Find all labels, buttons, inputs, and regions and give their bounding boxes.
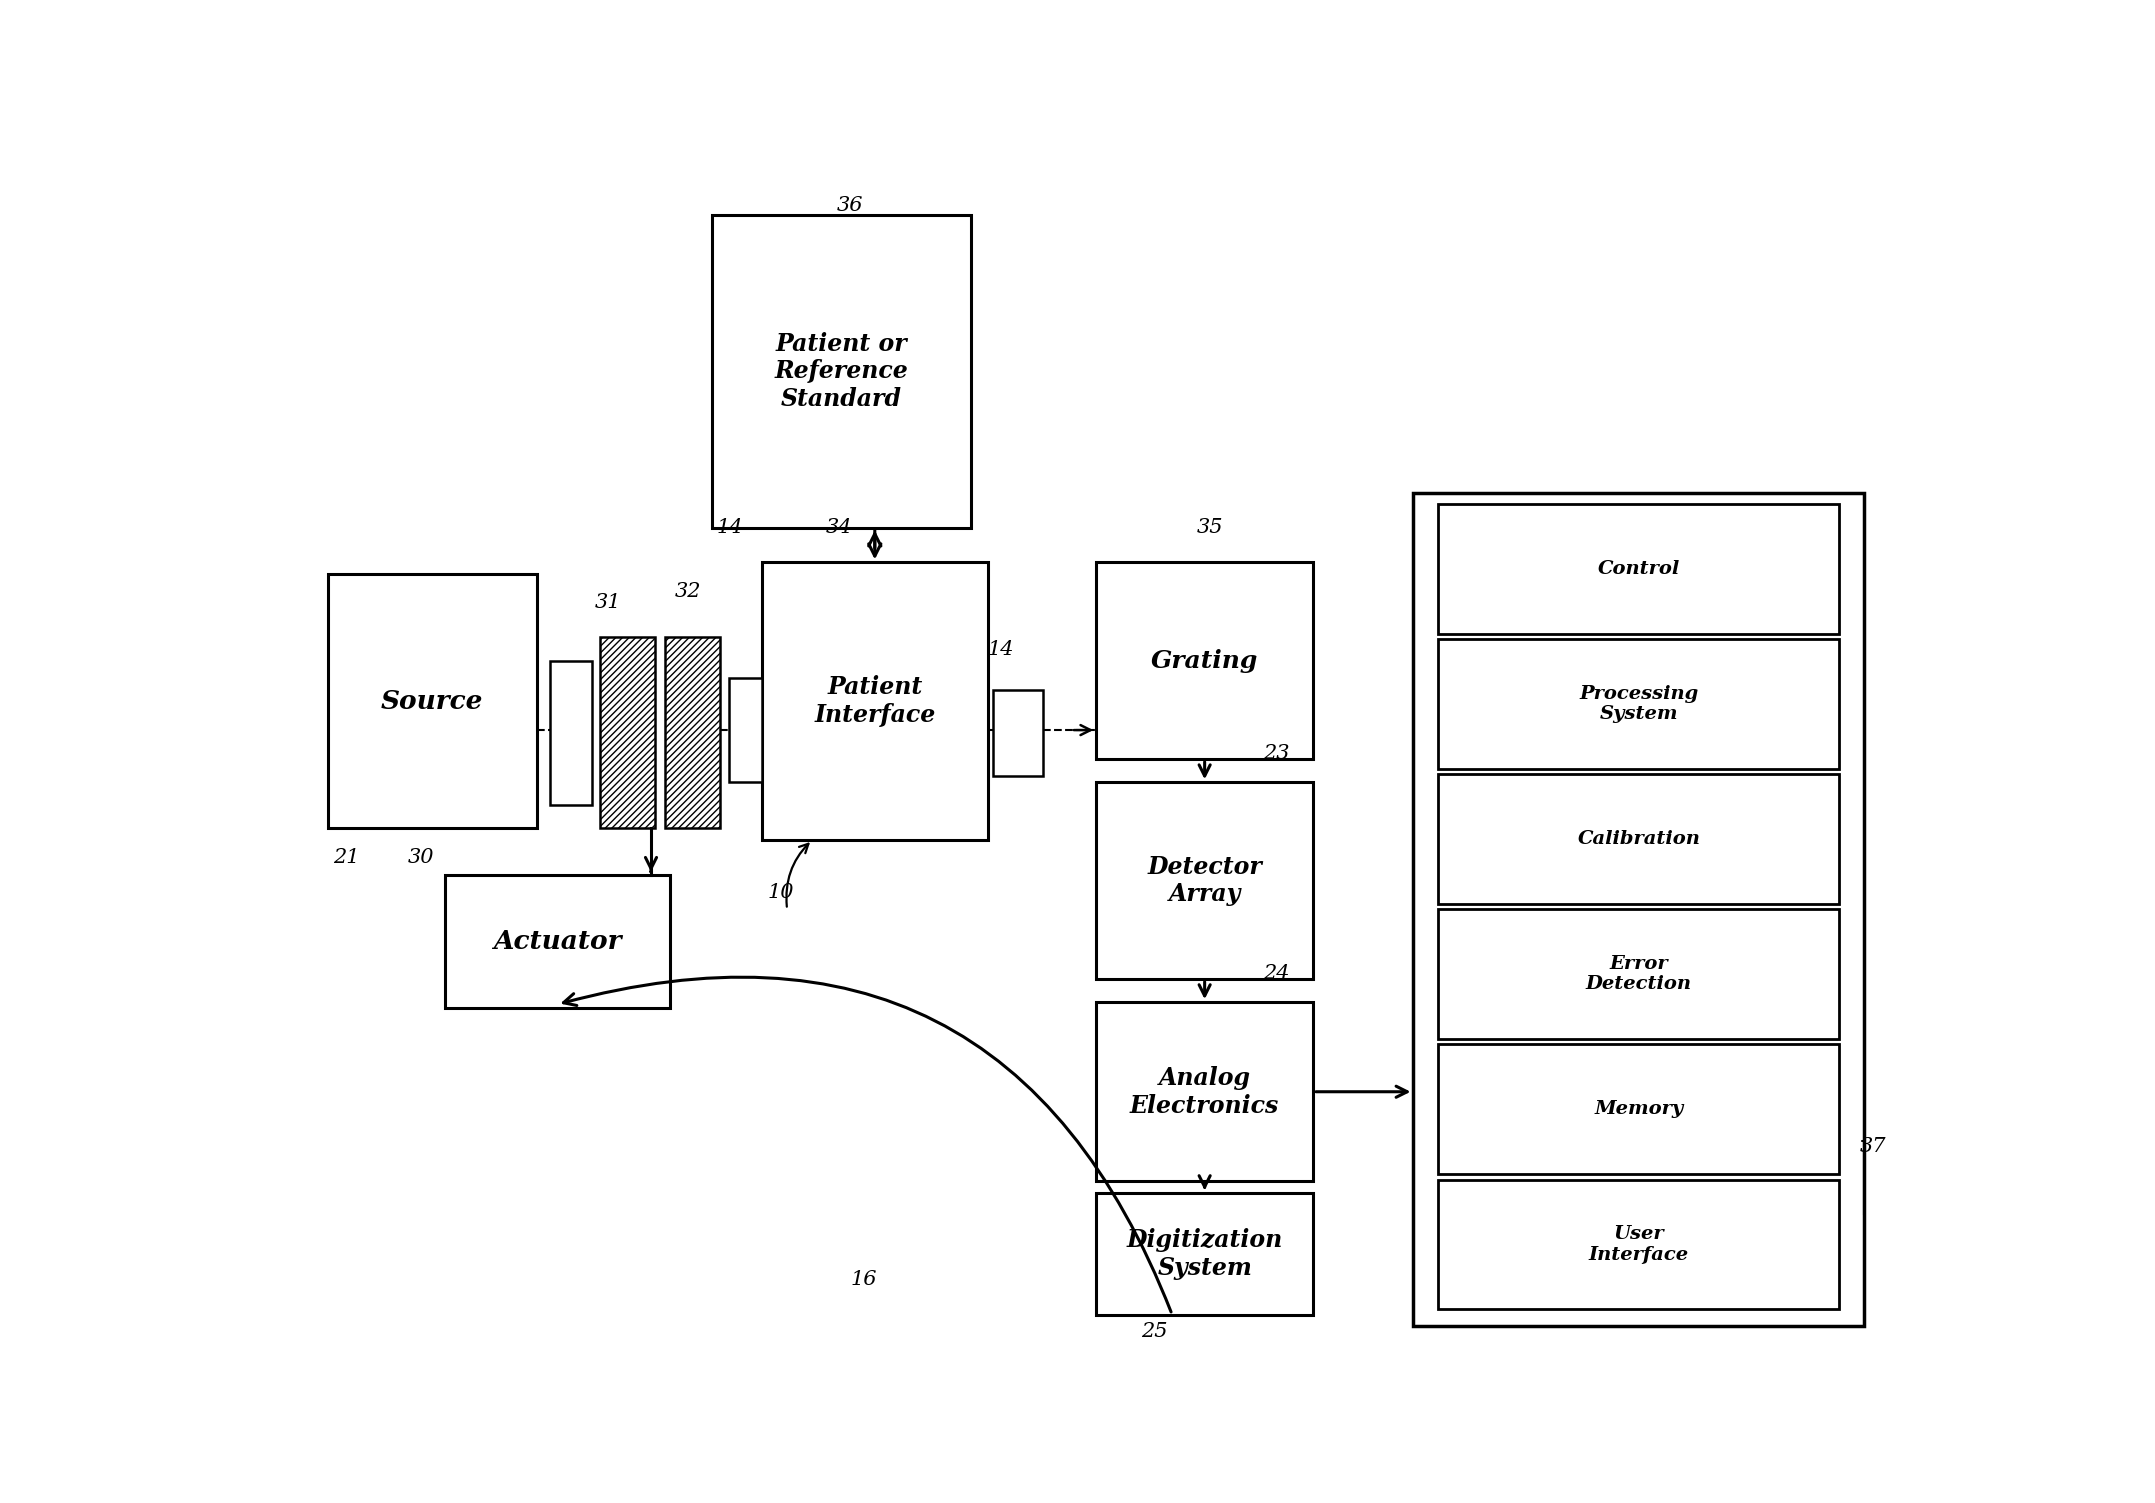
Text: 14: 14 <box>718 519 743 537</box>
Text: 21: 21 <box>332 848 360 867</box>
Bar <box>1440 1180 1840 1309</box>
Text: Actuator: Actuator <box>493 929 623 954</box>
Text: Control: Control <box>1597 561 1681 579</box>
Text: 16: 16 <box>851 1270 877 1290</box>
Bar <box>1414 493 1864 1326</box>
Text: Analog
Electronics: Analog Electronics <box>1129 1066 1280 1118</box>
Bar <box>1440 1045 1840 1174</box>
Text: 34: 34 <box>825 519 851 537</box>
Text: Patient
Interface: Patient Interface <box>815 675 935 727</box>
Text: Memory: Memory <box>1595 1100 1683 1118</box>
Bar <box>1440 909 1840 1039</box>
Bar <box>1440 774 1840 903</box>
Text: 35: 35 <box>1196 519 1222 537</box>
Bar <box>1097 1193 1312 1315</box>
Text: 36: 36 <box>838 197 864 215</box>
Text: 10: 10 <box>767 882 793 902</box>
Bar <box>711 215 972 528</box>
Text: Detector
Array: Detector Array <box>1146 855 1263 906</box>
Bar <box>993 690 1043 777</box>
Bar <box>444 875 670 1009</box>
Text: 25: 25 <box>1142 1323 1168 1341</box>
Text: Source: Source <box>381 688 483 714</box>
Text: 37: 37 <box>1860 1138 1886 1156</box>
Bar <box>728 678 763 782</box>
Bar <box>1097 562 1312 759</box>
Bar <box>666 637 720 828</box>
Text: Processing
System: Processing System <box>1580 685 1698 723</box>
Text: 32: 32 <box>675 582 703 601</box>
Text: 14: 14 <box>987 640 1015 658</box>
Bar <box>763 562 987 840</box>
Text: 30: 30 <box>407 848 435 867</box>
Text: 23: 23 <box>1263 744 1289 762</box>
Bar <box>599 637 655 828</box>
Bar <box>550 661 593 806</box>
Text: User
Interface: User Interface <box>1588 1225 1690 1264</box>
Text: Grating: Grating <box>1151 649 1259 673</box>
Text: Patient or
Reference
Standard: Patient or Reference Standard <box>774 332 907 412</box>
Bar <box>328 574 537 828</box>
Bar <box>1097 1003 1312 1181</box>
Text: Error
Detection: Error Detection <box>1586 954 1692 993</box>
Text: Calibration: Calibration <box>1577 830 1700 848</box>
Bar <box>1440 639 1840 768</box>
Text: Digitization
System: Digitization System <box>1127 1228 1282 1279</box>
Text: 31: 31 <box>595 594 621 612</box>
Bar <box>1097 782 1312 978</box>
Bar <box>1440 505 1840 634</box>
Text: 24: 24 <box>1263 963 1289 983</box>
